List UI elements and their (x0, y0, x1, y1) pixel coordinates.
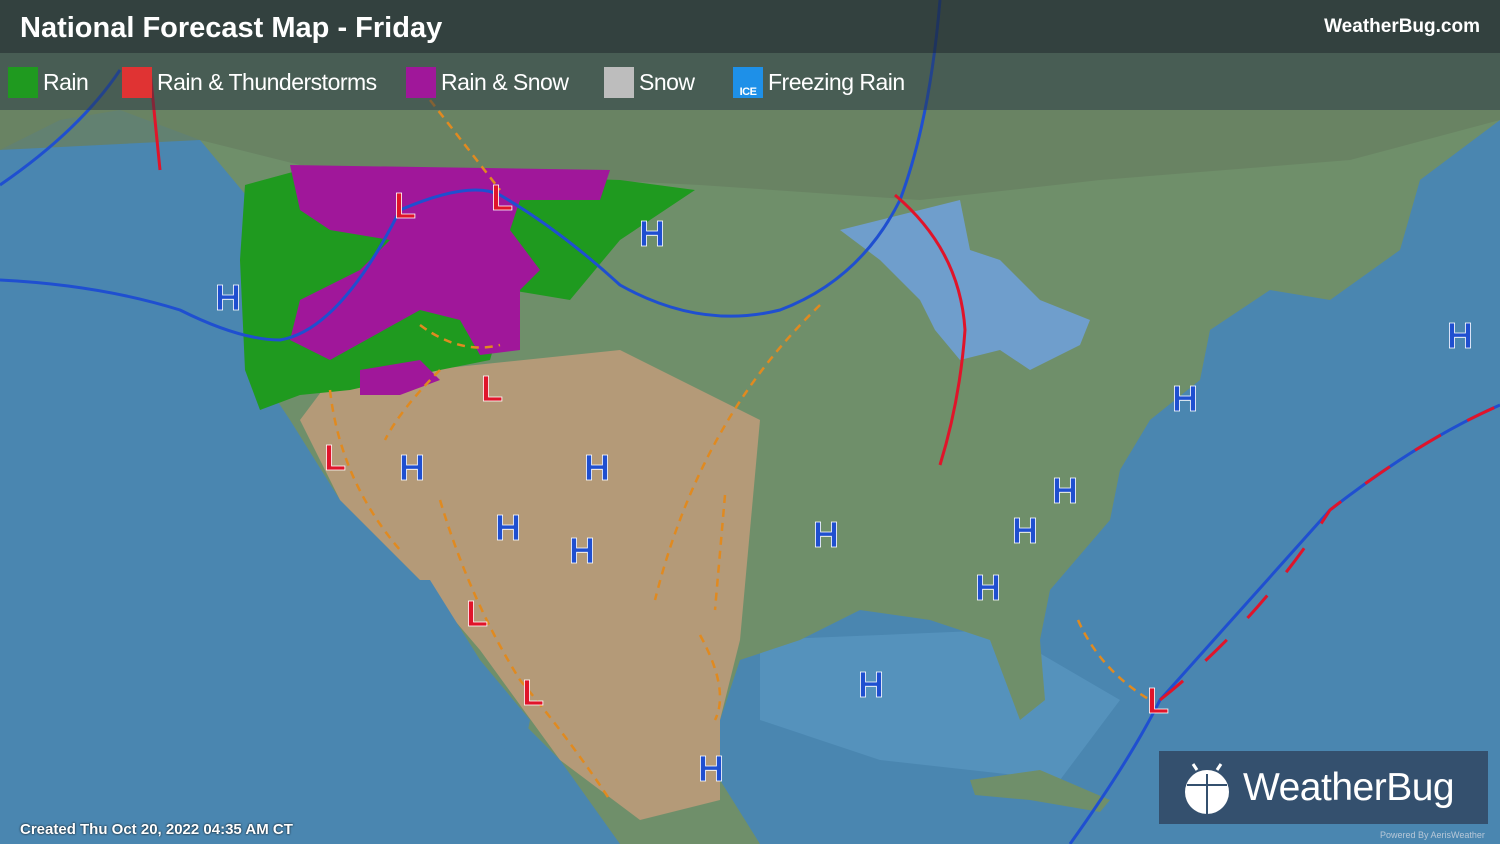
powered-by: Powered By AerisWeather (1380, 830, 1485, 840)
bug-icon (1185, 762, 1229, 814)
legend-label: Snow (639, 69, 695, 95)
legend-item-rain: Rain (8, 67, 89, 98)
desert-southwest (300, 350, 760, 820)
high-pressure-marker: H (975, 567, 1001, 608)
low-pressure-marker: L (1147, 680, 1169, 721)
created-timestamp: Created Thu Oct 20, 2022 04:35 AM CT (20, 821, 293, 838)
low-pressure-marker: L (522, 672, 544, 713)
legend-label: Rain (43, 69, 89, 95)
ice-badge: ICE (739, 86, 757, 98)
legend-item-freezing-rain: ICE Freezing Rain (733, 67, 905, 98)
high-pressure-marker: H (1447, 315, 1473, 356)
high-pressure-marker: H (698, 748, 724, 789)
cold-front-pacific (0, 0, 942, 342)
high-pressure-marker: H (584, 447, 610, 488)
low-pressure-marker: L (481, 368, 503, 409)
page-title: National Forecast Map - Friday (20, 12, 443, 44)
high-pressure-marker: H (813, 514, 839, 555)
warm-front-atlantic (1159, 403, 1500, 702)
trough-lines (328, 99, 1151, 801)
legend-label: Freezing Rain (768, 69, 905, 95)
high-pressure-marker: H (1172, 378, 1198, 419)
rain-snow-area-nevada (360, 360, 440, 395)
legend-label: Rain & Snow (441, 69, 569, 95)
low-pressure-marker: L (466, 593, 488, 634)
snowflake-icon (406, 67, 436, 98)
precipitation-areas (240, 165, 695, 410)
ice-icon: ICE (733, 67, 763, 98)
high-pressure-marker: H (639, 213, 665, 254)
title-bar: National Forecast Map - Friday WeatherBu… (0, 0, 1500, 53)
legend-item-thunderstorms: Rain & Thunderstorms (122, 67, 377, 98)
legend-label: Rain & Thunderstorms (157, 69, 377, 95)
legend-item-snow: Snow (604, 67, 695, 98)
legend-item-rain-snow: Rain & Snow (406, 67, 569, 98)
high-pressure-marker: H (1012, 510, 1038, 551)
site-link[interactable]: WeatherBug.com (1324, 16, 1480, 37)
warm-front-great-lakes (894, 193, 967, 466)
high-pressure-marker: H (495, 507, 521, 548)
baja-gulf (400, 580, 530, 770)
rain-snow-area (290, 165, 610, 360)
high-pressure-marker: H (858, 664, 884, 705)
lightning-icon (122, 67, 152, 98)
high-pressure-marker: H (569, 530, 595, 571)
rain-drops-icon (8, 67, 38, 98)
high-pressure-marker: H (215, 277, 241, 318)
legend: Rain Rain & Thunderstorms Rain & Snow Sn… (0, 53, 1500, 110)
high-pressure-marker: H (1052, 470, 1078, 511)
low-pressure-marker: L (394, 185, 416, 226)
high-pressure-marker: H (399, 447, 425, 488)
low-pressure-marker: L (324, 437, 346, 478)
great-lakes (840, 200, 1090, 370)
cuba (970, 770, 1110, 812)
weatherbug-logo: WeatherBug (1159, 751, 1488, 824)
snowflake-icon (604, 67, 634, 98)
low-pressure-marker: L (491, 177, 513, 218)
brand-name: WeatherBug (1243, 765, 1455, 809)
